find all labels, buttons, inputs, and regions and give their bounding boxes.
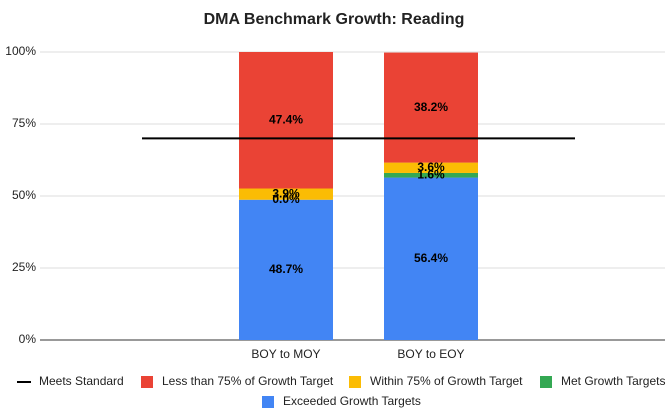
data-label: 0.0% [272, 192, 300, 206]
bar-segment [384, 52, 478, 163]
x-tick-label: BOY to MOY [251, 347, 320, 361]
bar-segment [384, 162, 478, 173]
bar-segment [239, 188, 333, 200]
legend-marker [540, 376, 552, 388]
chart-title: DMA Benchmark Growth: Reading [204, 11, 465, 28]
y-tick-label: 0% [19, 332, 37, 346]
bar-segment [384, 177, 478, 340]
legend-marker [141, 376, 153, 388]
legend-label: Met Growth Targets [561, 374, 665, 388]
y-tick-label: 100% [5, 44, 36, 58]
x-tick-label: BOY to EOY [397, 347, 464, 361]
data-label: 48.7% [269, 262, 303, 276]
y-tick-label: 75% [12, 116, 36, 130]
data-label: 47.4% [269, 112, 303, 126]
bar-segment [384, 172, 478, 178]
data-label: 1.6% [417, 167, 445, 181]
data-label: 3.6% [417, 160, 445, 174]
data-label: 38.2% [414, 100, 448, 114]
legend-label: Exceeded Growth Targets [283, 394, 421, 408]
y-tick-label: 50% [12, 188, 36, 202]
bar-segment [239, 52, 333, 189]
bar-segment [239, 199, 333, 340]
legend-label: Less than 75% of Growth Target [162, 374, 334, 388]
data-label: 56.4% [414, 251, 448, 265]
legend-label: Within 75% of Growth Target [370, 374, 523, 388]
y-tick-label: 25% [12, 260, 36, 274]
data-label: 3.9% [272, 186, 300, 200]
legend-marker [349, 376, 361, 388]
legend-marker [262, 396, 274, 408]
legend-label: Meets Standard [39, 374, 124, 388]
